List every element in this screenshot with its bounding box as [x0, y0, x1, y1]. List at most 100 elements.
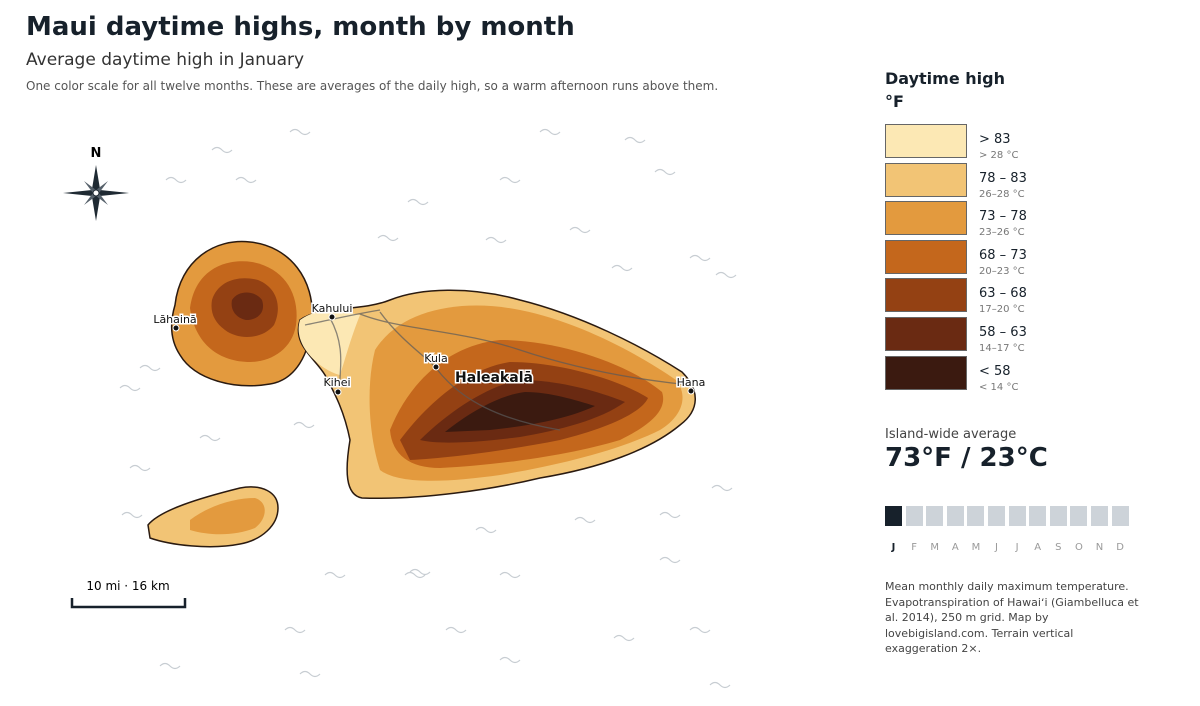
- scale-label: 10 mi · 16 km: [86, 579, 169, 593]
- wave: [121, 511, 143, 519]
- month-label: J: [1015, 542, 1019, 553]
- legend-sublabel: 14–17 °C: [979, 343, 1025, 354]
- wave: [284, 626, 306, 634]
- wave: [499, 656, 521, 664]
- month-label: J: [891, 542, 896, 553]
- place-label: Kahului: [312, 302, 353, 315]
- wave: [539, 128, 561, 136]
- place-label: Kihei: [323, 376, 350, 389]
- east-maui: [297, 289, 696, 499]
- wave: [654, 168, 676, 176]
- legend-unit: °F: [885, 92, 904, 111]
- legend-sublabel: 17–20 °C: [979, 304, 1025, 316]
- month-label: D: [1116, 542, 1124, 553]
- scale-bar: [70, 598, 187, 609]
- month-button[interactable]: [1008, 506, 1026, 526]
- place-label: Kula: [424, 352, 447, 365]
- wave: [199, 434, 221, 442]
- month-button[interactable]: [905, 506, 923, 526]
- wave: [574, 516, 596, 524]
- wave: [407, 198, 429, 206]
- wave: [293, 421, 315, 429]
- legend-sublabel: < 14 °C: [979, 381, 1019, 393]
- wave: [499, 571, 521, 579]
- note: One color scale for all twelve months. T…: [26, 79, 719, 93]
- wave: [165, 176, 187, 184]
- wave: [709, 681, 731, 689]
- month-button[interactable]: [1029, 506, 1047, 526]
- compass: [63, 165, 129, 221]
- month-label: S: [1055, 542, 1062, 553]
- legend-sublabel: 20–23 °C: [979, 265, 1025, 277]
- wave: [159, 662, 181, 670]
- legend-label: 73 – 78: [979, 209, 1027, 225]
- month-button[interactable]: [1070, 506, 1088, 526]
- wave: [475, 526, 497, 534]
- wave: [624, 136, 646, 144]
- month-button[interactable]: [988, 506, 1005, 526]
- legend-swatch: [885, 239, 967, 274]
- month-button[interactable]: [967, 506, 985, 526]
- month-label: N: [1095, 542, 1104, 553]
- legend-swatch: [885, 355, 967, 390]
- wave: [299, 670, 321, 678]
- month-button[interactable]: [885, 506, 902, 526]
- source: Mean monthly daily maximum temperature. …: [885, 580, 1139, 656]
- wave: [235, 176, 257, 184]
- wave: [445, 626, 467, 634]
- legend-label: 78 – 83: [979, 170, 1027, 186]
- legend-label: > 83: [979, 132, 1011, 147]
- wave: [611, 264, 633, 272]
- wave: [689, 254, 711, 262]
- wave: [409, 568, 431, 576]
- wave: [377, 234, 399, 242]
- month-label: F: [911, 542, 917, 553]
- wave: [659, 511, 681, 519]
- wave: [613, 634, 635, 642]
- subtitle: Average daytime high in January: [26, 50, 305, 70]
- north-label: N: [91, 146, 102, 161]
- month-label: J: [995, 542, 998, 553]
- legend-label: 63 – 68: [979, 286, 1027, 302]
- kahoolawe: [147, 486, 279, 548]
- wave: [659, 556, 681, 564]
- wave: [289, 128, 311, 136]
- legend-sublabel: 23–26 °C: [979, 227, 1025, 239]
- wave: [324, 571, 346, 579]
- title: Maui daytime highs, month by month: [26, 12, 575, 42]
- legend-swatch: [885, 124, 967, 158]
- legend-label: 58 – 63: [979, 325, 1027, 340]
- wave: [129, 464, 151, 472]
- month-label: A: [951, 542, 959, 553]
- month-label: M: [971, 542, 981, 553]
- average-label: Island-wide average: [885, 427, 1017, 442]
- wave: [569, 226, 591, 234]
- wave: [499, 176, 521, 184]
- legend-sublabel: 26–28 °C: [979, 188, 1025, 200]
- wave: [689, 626, 711, 634]
- wave: [211, 146, 233, 154]
- legend-title: Daytime high: [885, 69, 1005, 88]
- legend-sublabel: > 28 °C: [979, 150, 1019, 161]
- month-button[interactable]: [926, 506, 944, 526]
- legend-swatch: [885, 317, 967, 351]
- legend-swatch: [885, 201, 967, 236]
- wave: [715, 271, 737, 279]
- legend-swatch: [885, 162, 967, 197]
- average-value: 73°F / 23°C: [885, 443, 1048, 473]
- wave: [139, 364, 161, 372]
- place-label: Haleakalā: [455, 370, 533, 386]
- place-label: Hana: [677, 376, 706, 389]
- wave: [119, 384, 141, 392]
- month-button[interactable]: [1111, 506, 1129, 526]
- map: N Lāhainā Kahului Kula Haleakalā Kihei H…: [63, 128, 737, 689]
- wave: [711, 484, 733, 492]
- month-button[interactable]: [1049, 506, 1067, 526]
- month-button[interactable]: [1091, 506, 1108, 526]
- legend-label: 68 – 73: [979, 247, 1027, 263]
- wave: [404, 571, 426, 579]
- month-button[interactable]: [946, 506, 964, 526]
- month-label: A: [1034, 542, 1042, 553]
